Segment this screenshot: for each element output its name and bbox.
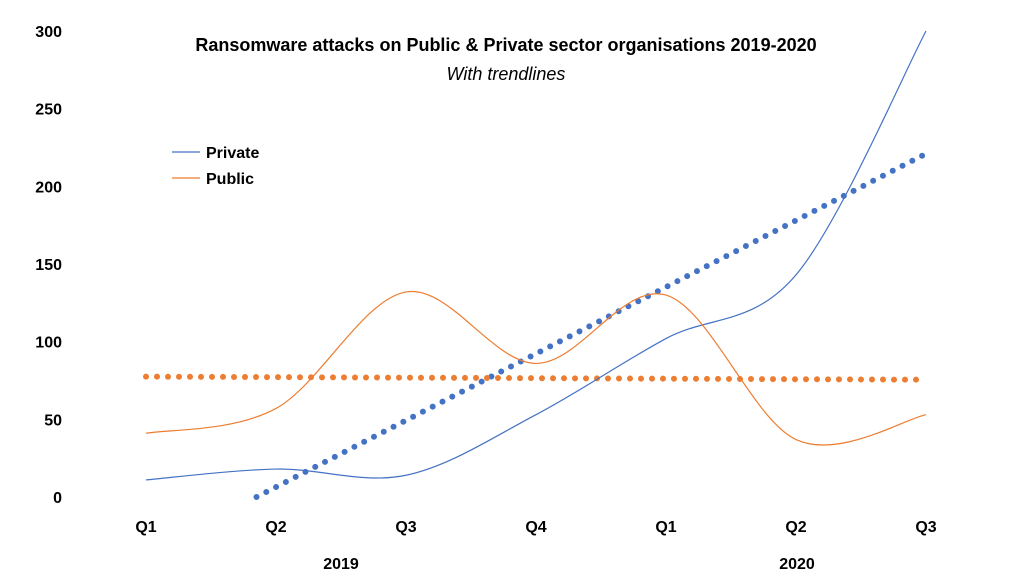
x-tick-label: Q2: [785, 519, 806, 536]
y-tick-label: 50: [44, 412, 62, 429]
chart-subtitle: With trendlines: [447, 64, 566, 84]
series-lines: [145, 30, 927, 481]
y-tick-label: 0: [53, 490, 62, 507]
series-line-private: [145, 30, 927, 481]
chart-title: Ransomware attacks on Public & Private s…: [195, 35, 816, 55]
x-axis-ticks: Q1 Q2 Q3 Q4 Q1 Q2 Q3: [135, 519, 936, 536]
legend-label-public: Public: [206, 171, 254, 188]
y-tick-label: 100: [35, 335, 62, 352]
x-tick-label: Q1: [135, 519, 156, 536]
y-tick-label: 250: [35, 102, 62, 119]
trendline-public: [143, 373, 929, 383]
y-tick-label: 300: [35, 24, 62, 41]
y-axis-ticks: 0 50 100 150 200 250 300: [35, 24, 62, 507]
chart-legend: Private Public: [172, 145, 259, 188]
legend-label-private: Private: [206, 145, 259, 162]
x-tick-label: Q2: [265, 519, 286, 536]
trendline-private: [253, 150, 929, 500]
x-tick-label: Q1: [655, 519, 676, 536]
trendlines: [143, 150, 929, 500]
x-tick-label: Q3: [395, 519, 416, 536]
x-tick-label: Q3: [915, 519, 936, 536]
year-label: 2020: [779, 556, 815, 573]
series-line-public: [145, 291, 927, 446]
y-tick-label: 200: [35, 179, 62, 196]
y-tick-label: 150: [35, 257, 62, 274]
x-axis-year-labels: 2019 2020: [323, 556, 815, 573]
x-tick-label: Q4: [525, 519, 546, 536]
year-label: 2019: [323, 556, 359, 573]
